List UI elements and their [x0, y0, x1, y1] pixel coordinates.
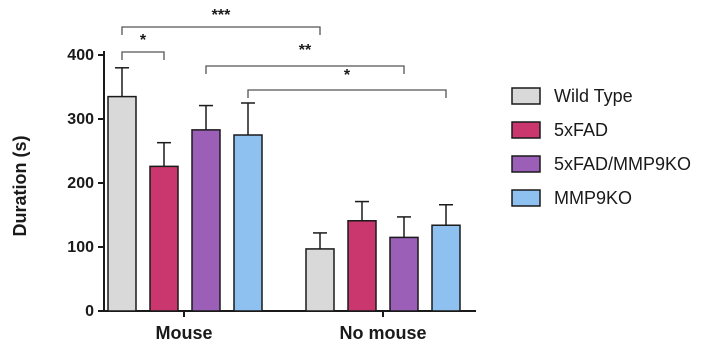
y-tick-label: 100: [67, 239, 94, 256]
legend-swatch: [511, 121, 541, 139]
y-tick-label: 200: [67, 175, 94, 192]
significance-bracket: [121, 51, 165, 60]
legend-label: Wild Type: [554, 86, 633, 106]
significance-label: ***: [212, 7, 231, 24]
y-axis-title: Duration (s): [10, 135, 30, 236]
legend: Wild Type 5xFAD 5xFAD/MMP9KO MMP9KO: [511, 86, 691, 208]
bar: [347, 220, 377, 312]
bar: [431, 224, 461, 312]
legend-swatch: [511, 189, 541, 207]
significance-label: *: [344, 67, 351, 84]
bar: [149, 165, 179, 312]
bar: [389, 236, 419, 312]
bar: [233, 134, 263, 312]
y-tick-label: 400: [67, 47, 94, 64]
significance-bracket: [205, 65, 405, 74]
legend-swatch: [511, 155, 541, 173]
y-tick-label: 300: [67, 111, 94, 128]
x-category-label: Mouse: [155, 323, 212, 343]
significance-bracket: [247, 89, 447, 98]
x-category-label: No mouse: [339, 323, 426, 343]
legend-label: 5xFAD/MMP9KO: [554, 154, 691, 174]
legend-label: MMP9KO: [554, 188, 632, 208]
significance-label: **: [299, 42, 312, 59]
bar: [107, 95, 137, 312]
legend-label: 5xFAD: [554, 120, 608, 140]
y-tick-label: 0: [85, 303, 94, 320]
bar: [305, 248, 335, 312]
bar: [191, 129, 221, 312]
significance-label: *: [140, 32, 147, 49]
significance-bracket: [121, 26, 321, 35]
legend-swatch: [511, 87, 541, 105]
